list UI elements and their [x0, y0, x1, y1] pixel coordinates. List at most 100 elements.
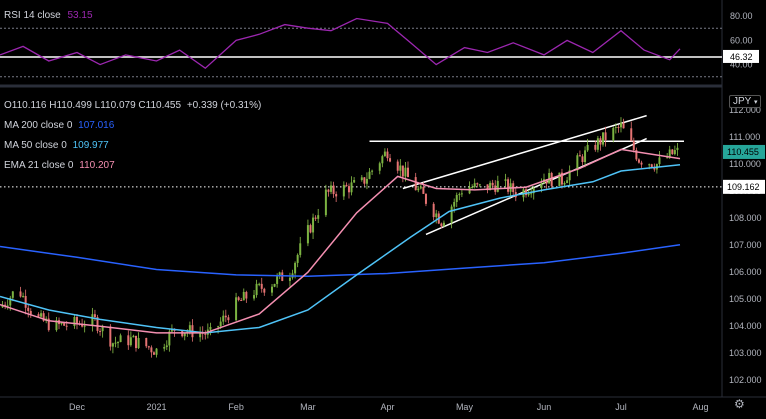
candle-body — [91, 314, 94, 326]
candle-body — [540, 183, 543, 188]
candle-body — [314, 217, 317, 219]
candle-body — [432, 203, 435, 218]
candle-body — [330, 185, 333, 192]
candle-body — [127, 335, 130, 346]
candle-body — [581, 156, 584, 163]
candle-body — [150, 347, 153, 353]
candle-body — [401, 165, 404, 177]
currency-label: JPY — [733, 96, 752, 107]
candle-body — [19, 291, 22, 297]
currency-selector[interactable]: JPY ▾ — [729, 95, 762, 108]
candle-body — [671, 149, 674, 155]
ma50-line — [0, 164, 681, 334]
candle-body — [263, 288, 266, 293]
candle-body — [404, 167, 407, 177]
candle-body — [224, 315, 227, 318]
price-tick-label: 106.000 — [729, 267, 762, 277]
candle-body — [27, 307, 30, 311]
candle-body — [596, 138, 599, 150]
candle-body — [55, 320, 58, 331]
candle-body — [165, 345, 168, 348]
x-tick-label: Aug — [693, 402, 709, 412]
candle-body — [566, 180, 569, 183]
candle-body — [568, 170, 571, 181]
x-tick-label: Jun — [537, 402, 552, 412]
candle-body — [40, 313, 43, 317]
candle-body — [442, 222, 445, 227]
candle-body — [260, 283, 263, 289]
candle-body — [417, 188, 420, 191]
candle-body — [368, 171, 371, 179]
candle-body — [478, 184, 481, 186]
gear-icon[interactable]: ⚙ — [734, 397, 745, 411]
candle-body — [137, 337, 140, 349]
candle-body — [81, 323, 84, 327]
price-tick-label: 102.000 — [729, 375, 762, 385]
candle-body — [117, 342, 120, 344]
candle-body — [317, 215, 320, 219]
candle-body — [558, 172, 561, 187]
candle-body — [602, 132, 605, 145]
legend-ma50: MA 50 close 0 109.977 — [4, 136, 261, 156]
ohlc-line: O110.116 H110.499 L110.079 C110.455 +0.3… — [4, 100, 262, 111]
candle-body — [132, 335, 135, 338]
candle-body — [450, 206, 453, 223]
candle-body — [650, 164, 653, 168]
candle-body — [335, 194, 338, 197]
candle-body — [242, 291, 245, 301]
candle-body — [486, 184, 489, 191]
ohlc-low: 110.079 — [100, 100, 136, 111]
ohlc-open: 110.116 — [11, 100, 47, 111]
candle-body — [550, 173, 553, 187]
candle-body — [65, 325, 68, 327]
candle-body — [75, 317, 78, 324]
candle-body — [29, 310, 32, 315]
candle-body — [47, 318, 50, 331]
rsi-tick-label: 40.00 — [730, 60, 753, 70]
candle-body — [204, 333, 207, 335]
candle-body — [676, 147, 679, 151]
candle-body — [435, 213, 438, 218]
candle-body — [147, 346, 150, 348]
candle-body — [145, 337, 148, 347]
candle-body — [327, 189, 330, 192]
candle-body — [473, 183, 476, 188]
legend-ma200: MA 200 close 0 107.016 — [4, 116, 261, 136]
candle-body — [22, 295, 25, 297]
price-tick-label: 112.000 — [729, 105, 761, 115]
candle-body — [640, 162, 643, 165]
candle-body — [312, 217, 315, 233]
candle-body — [6, 305, 9, 307]
x-tick-label: Dec — [69, 402, 86, 412]
candle-body — [594, 144, 597, 150]
ohlc-close: 110.455 — [145, 100, 182, 111]
candle-body — [37, 314, 40, 317]
candle-body — [11, 291, 14, 298]
candle-body — [129, 337, 132, 346]
candle-body — [299, 243, 302, 255]
candle-body — [168, 331, 171, 346]
candle-body — [476, 183, 479, 185]
candle-body — [612, 127, 615, 140]
x-tick-label: Mar — [300, 402, 316, 412]
candle-body — [383, 151, 386, 157]
legend-ma200-value: 107.016 — [78, 120, 115, 131]
candle-body — [658, 157, 661, 165]
candle-body — [294, 262, 297, 274]
candle-body — [217, 326, 220, 328]
candle-body — [99, 330, 102, 332]
x-tick-label: Jul — [615, 402, 627, 412]
candle-body — [309, 225, 312, 233]
candle-body — [460, 193, 463, 195]
candle-body — [255, 283, 258, 296]
candle-body — [563, 182, 566, 185]
candle-body — [371, 170, 374, 172]
candle-body — [614, 127, 617, 129]
rsi-legend-label: RSI 14 close — [4, 10, 61, 21]
candle-body — [245, 291, 248, 299]
candle-body — [578, 155, 581, 157]
candle-body — [324, 189, 327, 216]
